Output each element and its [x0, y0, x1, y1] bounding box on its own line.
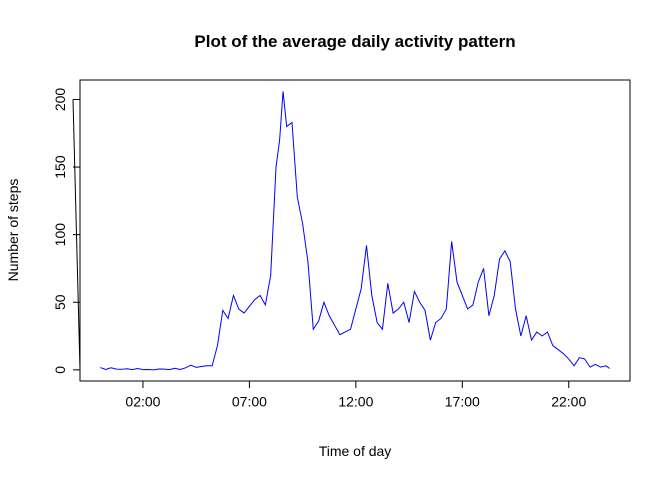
y-tick-label: 0 [52, 366, 68, 374]
x-tick-label: 17:00 [445, 394, 480, 410]
x-tick-label: 12:00 [338, 394, 373, 410]
x-axis-label: Time of day [319, 443, 392, 459]
y-tick-label: 100 [52, 223, 68, 247]
data-line [100, 91, 610, 371]
x-tick-label: 02:00 [125, 394, 160, 410]
y-tick-label: 150 [52, 155, 68, 179]
x-tick-label: 22:00 [551, 394, 586, 410]
x-tick-label: 07:00 [232, 394, 267, 410]
plot-frame [79, 79, 631, 382]
y-tick-label: 50 [52, 294, 68, 310]
y-axis [72, 99, 81, 370]
y-axis-label: Number of steps [5, 179, 21, 282]
chart-title: Plot of the average daily activity patte… [194, 32, 515, 51]
y-tick-label: 200 [52, 88, 68, 112]
